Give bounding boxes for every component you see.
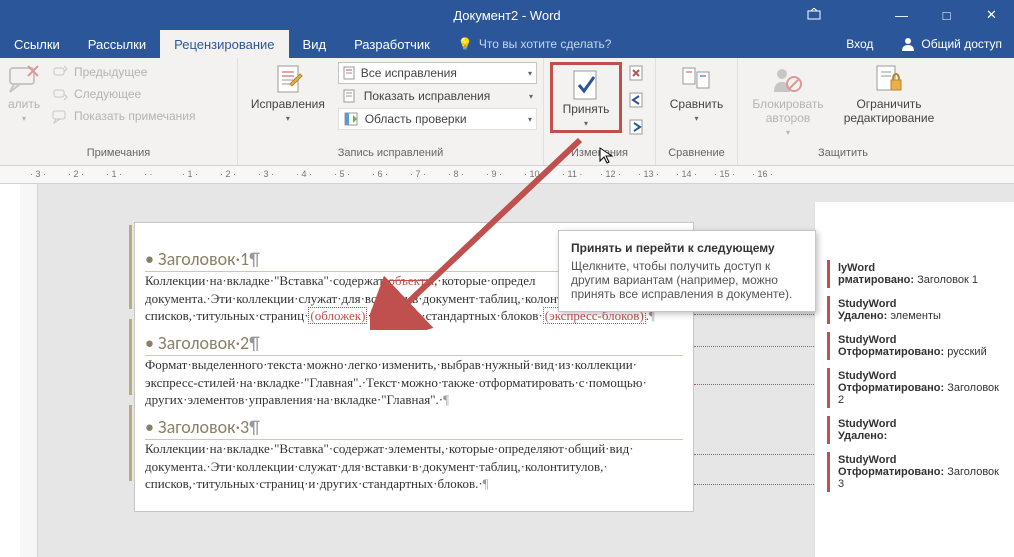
group-label-tracking: Запись исправлений — [244, 147, 537, 165]
para-6[interactable]: других·элементов·управления·на·вкладке·"… — [145, 391, 683, 409]
reviewing-pane-button[interactable]: Область проверки ▾ — [338, 108, 537, 130]
connector — [694, 484, 814, 485]
revision-item[interactable]: StudyWordОтформатировано: Заголовок 3 — [827, 452, 1006, 492]
sign-in-link[interactable]: Вход — [830, 30, 889, 58]
tooltip-title: Принять и перейти к следующему — [571, 241, 803, 255]
revisions-pane: lyWordрматировано: Заголовок 1 StudyWord… — [814, 202, 1014, 557]
next-comment-button: Следующее — [48, 84, 200, 104]
minimize-button[interactable]: — — [879, 0, 924, 30]
title-bar: Документ2 - Word — □ ✕ — [0, 0, 1014, 30]
restrict-icon — [873, 64, 905, 96]
restrict-editing-button[interactable]: Ограничить редактирование — [837, 62, 941, 126]
delete-comment-button: алить ▾ — [6, 62, 42, 123]
group-label-compare: Сравнение — [662, 147, 731, 165]
tell-me-label: Что вы хотите сделать? — [479, 37, 612, 51]
track-changes-button[interactable]: Исправления ▾ — [244, 62, 332, 123]
show-comments-icon — [52, 108, 68, 124]
prev-comment-button: Предыдущее — [48, 62, 200, 82]
group-compare: Сравнить ▾ Сравнение — [656, 58, 738, 165]
group-label-changes: Изменения — [550, 147, 649, 165]
ribbon-tabs: Ссылки Рассылки Рецензирование Вид Разра… — [0, 30, 1014, 58]
horizontal-ruler[interactable]: · 3 ·· 2 ·· 1 ·· ·· 1 ·· 2 ·· 3 ·· 4 ·· … — [0, 166, 1014, 184]
compare-icon — [681, 64, 713, 96]
tell-me-search[interactable]: 💡 Что вы хотите сделать? — [444, 30, 612, 58]
group-tracking: Исправления ▾ Все исправления ▾ Показать… — [238, 58, 544, 165]
maximize-button[interactable]: □ — [924, 0, 969, 30]
revision-item[interactable]: StudyWordУдалено: элементы — [827, 296, 1006, 324]
heading-2[interactable]: • Заголовок·2¶ — [145, 331, 683, 356]
delete-comment-icon — [8, 64, 40, 96]
connector — [694, 454, 814, 455]
group-changes: Принять ▾ Изменения — [544, 58, 656, 165]
prev-change-icon[interactable] — [628, 91, 646, 112]
ribbon-options-icon[interactable] — [799, 0, 829, 30]
revision-item[interactable]: StudyWordУдалено: — [827, 416, 1006, 444]
para-7[interactable]: Коллекции·на·вкладке·"Вставка"·содержат·… — [145, 440, 683, 458]
revision-item[interactable]: lyWordрматировано: Заголовок 1 — [827, 260, 1006, 288]
lightbulb-icon: 💡 — [458, 37, 473, 51]
connector — [694, 384, 814, 385]
share-label: Общий доступ — [921, 37, 1002, 51]
accept-icon — [570, 69, 602, 101]
heading-3[interactable]: • Заголовок·3¶ — [145, 415, 683, 440]
display-icon — [343, 66, 357, 80]
vertical-ruler[interactable] — [20, 184, 38, 557]
page-canvas: • Заголовок·1¶ Коллекции·на·вкладке·"Вст… — [38, 184, 1014, 557]
para-8[interactable]: документа.·Эти·коллекции·служат·для·вста… — [145, 458, 683, 476]
track-changes-icon — [272, 64, 304, 96]
pane-icon — [343, 111, 359, 127]
para-5[interactable]: экспресс-стилей·на·вкладке·"Главная".·Те… — [145, 374, 683, 392]
show-markup-button[interactable]: Показать исправления ▾ — [338, 86, 537, 106]
accept-highlight: Принять ▾ — [550, 62, 622, 133]
group-label-comments: Примечания — [6, 147, 231, 165]
display-for-review-combo[interactable]: Все исправления ▾ — [338, 62, 537, 84]
accept-button[interactable]: Принять ▾ — [555, 67, 617, 128]
tooltip-body: Щелкните, чтобы получить доступ к другим… — [571, 259, 803, 301]
tab-view[interactable]: Вид — [289, 30, 341, 58]
close-button[interactable]: ✕ — [969, 0, 1014, 30]
block-authors-icon — [772, 64, 804, 96]
reject-icon[interactable] — [628, 64, 646, 85]
next-comment-icon — [52, 86, 68, 102]
group-protect: Блокировать авторов ▾ Ограничить редакти… — [738, 58, 948, 165]
ribbon: алить ▾ Предыдущее Следующее Показать пр… — [0, 58, 1014, 166]
revision-item[interactable]: StudyWordОтформатировано: русский — [827, 332, 1006, 360]
person-icon — [901, 37, 915, 51]
show-markup-icon — [342, 88, 358, 104]
next-change-icon[interactable] — [628, 118, 646, 139]
share-button[interactable]: Общий доступ — [889, 30, 1014, 58]
para-9[interactable]: списков,·титульных·страниц·и·других·стан… — [145, 475, 683, 493]
accept-tooltip: Принять и перейти к следующему Щелкните,… — [558, 230, 816, 312]
connector — [694, 314, 814, 315]
tab-developer[interactable]: Разработчик — [340, 30, 444, 58]
document-area: · 3 ·· 2 ·· 1 ·· ·· 1 ·· 2 ·· 3 ·· 4 ·· … — [0, 166, 1014, 557]
block-authors-button: Блокировать авторов ▾ — [745, 62, 831, 137]
group-label-protect: Защитить — [744, 147, 942, 165]
tab-references[interactable]: Ссылки — [0, 30, 74, 58]
window-title: Документ2 - Word — [453, 8, 560, 23]
window-controls: — □ ✕ — [879, 0, 1014, 30]
prev-comment-icon — [52, 64, 68, 80]
show-comments-button: Показать примечания — [48, 106, 200, 126]
tab-mailings[interactable]: Рассылки — [74, 30, 160, 58]
connector — [694, 346, 814, 347]
revision-item[interactable]: StudyWordОтформатировано: Заголовок 2 — [827, 368, 1006, 408]
compare-button[interactable]: Сравнить ▾ — [664, 62, 729, 123]
para-4[interactable]: Формат·выделенного·текста·можно·легко·из… — [145, 356, 683, 374]
group-comments: алить ▾ Предыдущее Следующее Показать пр… — [0, 58, 238, 165]
tab-review[interactable]: Рецензирование — [160, 30, 288, 58]
